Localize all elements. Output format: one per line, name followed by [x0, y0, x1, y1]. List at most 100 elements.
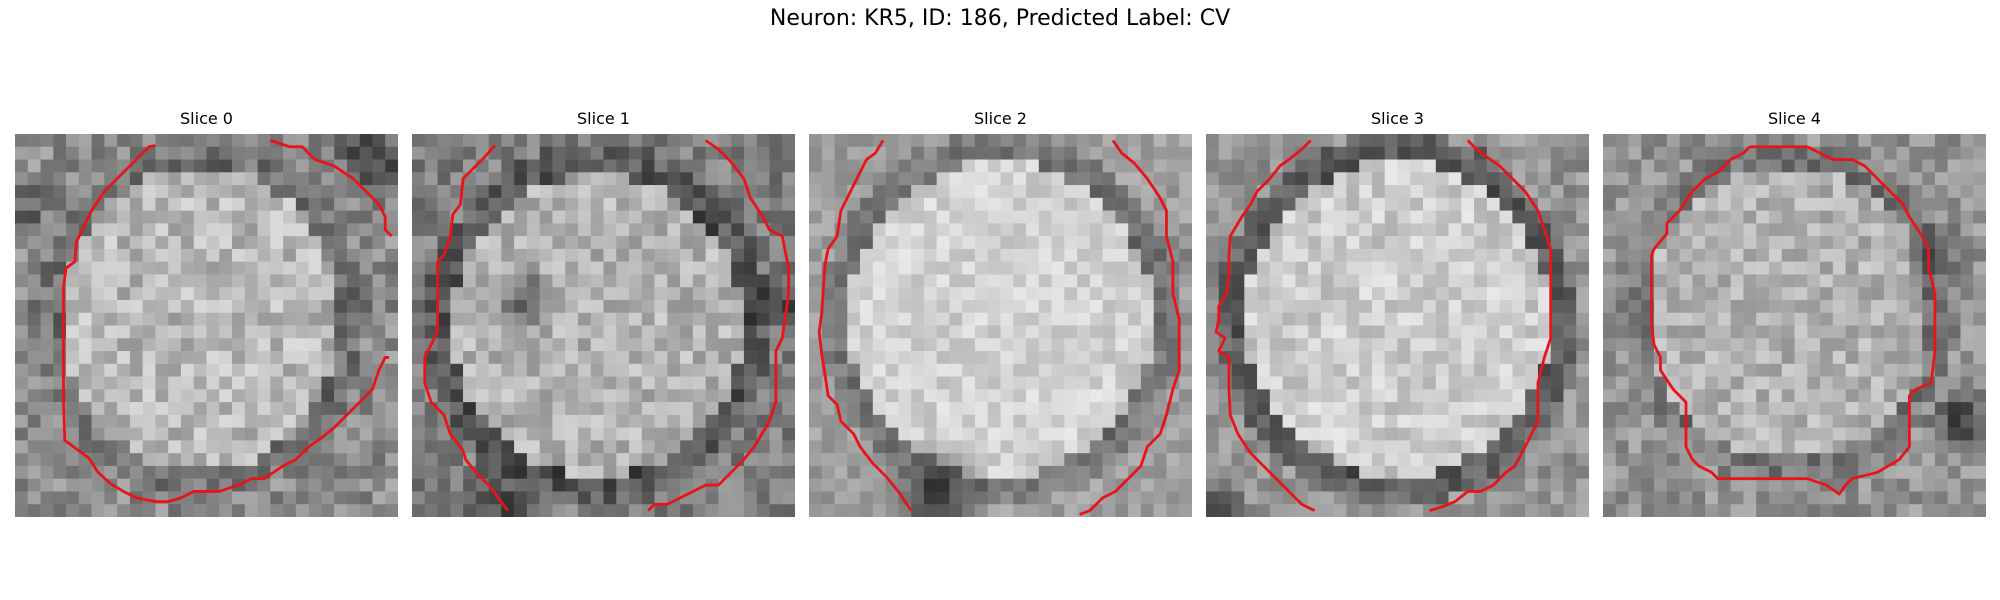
pixel: [1666, 197, 1680, 211]
pixel: [667, 197, 681, 211]
pixel: [577, 312, 591, 326]
pixel: [1781, 185, 1795, 199]
pixel: [1576, 185, 1589, 199]
pixel: [1550, 261, 1564, 275]
pixel: [1883, 197, 1897, 211]
pixel: [1231, 338, 1245, 352]
pixel: [743, 134, 757, 148]
pixel: [1013, 185, 1027, 199]
pixel: [769, 312, 783, 326]
pixel: [424, 197, 438, 211]
pixel: [1077, 453, 1091, 467]
pixel: [257, 312, 271, 326]
pixel: [1486, 325, 1500, 339]
pixel: [923, 325, 937, 339]
pixel: [91, 312, 105, 326]
pixel: [1603, 414, 1617, 428]
pixel: [1077, 134, 1091, 148]
pixel: [1871, 197, 1885, 211]
pixel: [1679, 478, 1693, 492]
pixel: [1077, 236, 1091, 250]
pixel: [1128, 363, 1142, 377]
pixel: [526, 478, 540, 492]
pixel: [1410, 197, 1424, 211]
pixel: [834, 325, 848, 339]
pixel: [1845, 440, 1859, 454]
pixel: [129, 402, 143, 416]
pixel: [1654, 325, 1668, 339]
pixel: [1512, 414, 1526, 428]
pixel: [1768, 351, 1782, 365]
pixel: [1308, 453, 1322, 467]
pixel: [1794, 504, 1808, 517]
pixel: [321, 325, 335, 339]
pixel: [1269, 287, 1283, 301]
pixel: [66, 287, 80, 301]
pixel: [1410, 236, 1424, 250]
pixel: [1295, 363, 1309, 377]
pixel: [1615, 363, 1629, 377]
pixel: [629, 491, 643, 505]
pixel: [53, 427, 67, 441]
pixel: [1333, 261, 1347, 275]
pixel: [1410, 185, 1424, 199]
pixel: [590, 261, 604, 275]
pixel: [1461, 210, 1475, 224]
pixel: [1883, 248, 1897, 262]
pixel: [1140, 312, 1154, 326]
pixel: [1832, 376, 1846, 390]
pixel: [1525, 325, 1539, 339]
pixel: [1423, 453, 1437, 467]
pixel: [1550, 440, 1564, 454]
pixel: [155, 261, 169, 275]
pixel: [501, 363, 515, 377]
pixel: [1153, 325, 1167, 339]
pixel: [1871, 223, 1885, 237]
pixel: [1269, 427, 1283, 441]
pixel: [1486, 465, 1500, 479]
pixel: [66, 351, 80, 365]
pixel: [1257, 389, 1271, 403]
pixel: [1282, 172, 1296, 186]
pixel: [949, 478, 963, 492]
pixel: [974, 363, 988, 377]
pixel: [1295, 223, 1309, 237]
pixel: [257, 185, 271, 199]
pixel: [1140, 465, 1154, 479]
pixel: [321, 236, 335, 250]
pixel: [1845, 389, 1859, 403]
pixel: [898, 325, 912, 339]
pixel: [1051, 261, 1065, 275]
pixel: [1166, 491, 1180, 505]
pixel: [308, 299, 322, 313]
pixel: [346, 338, 360, 352]
pixel: [616, 440, 630, 454]
pixel: [1089, 159, 1103, 173]
pixel: [872, 248, 886, 262]
pixel: [1359, 453, 1373, 467]
pixel: [232, 223, 246, 237]
pixel: [142, 414, 156, 428]
pixel: [782, 146, 795, 160]
pixel: [936, 414, 950, 428]
pixel: [1576, 414, 1589, 428]
pixel: [1666, 274, 1680, 288]
pixel: [743, 478, 757, 492]
pixel: [1845, 325, 1859, 339]
pixel: [872, 440, 886, 454]
pixel: [1269, 134, 1283, 148]
pixel: [1231, 185, 1245, 199]
pixel: [974, 312, 988, 326]
pixel: [1000, 478, 1014, 492]
pixel: [1654, 210, 1668, 224]
pixel: [295, 236, 309, 250]
pixel: [488, 402, 502, 416]
pixel: [1435, 236, 1449, 250]
pixel: [1486, 427, 1500, 441]
pixel: [1563, 159, 1577, 173]
pixel: [412, 427, 426, 441]
pixel: [1563, 261, 1577, 275]
pixel: [1282, 299, 1296, 313]
pixel: [1717, 325, 1731, 339]
pixel: [1397, 261, 1411, 275]
